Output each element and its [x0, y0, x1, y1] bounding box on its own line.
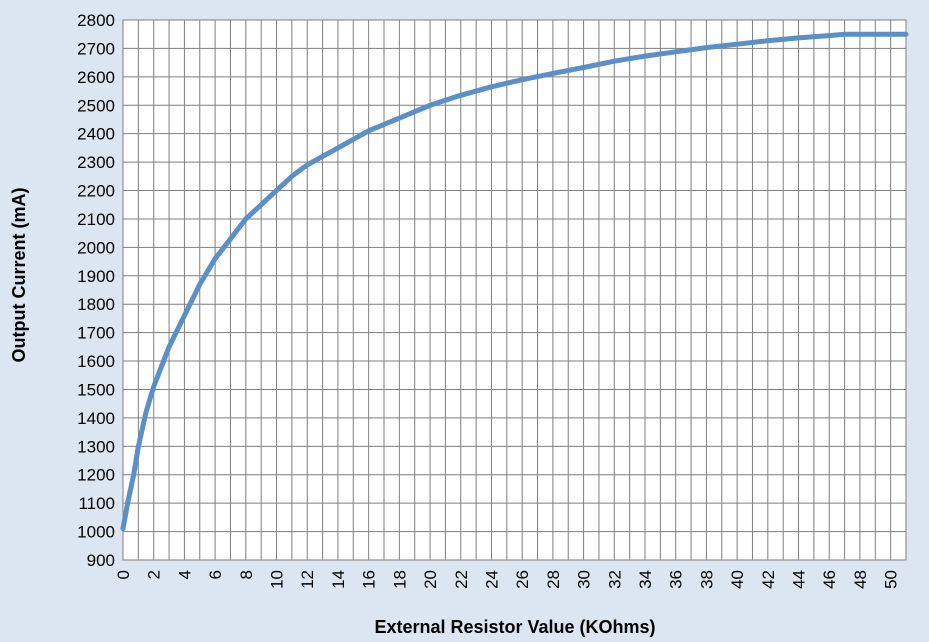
y-tick-label: 2600: [77, 68, 115, 87]
y-tick-label: 2800: [77, 11, 115, 30]
y-tick-label: 2100: [77, 210, 115, 229]
x-tick-label: 42: [759, 570, 778, 589]
y-tick-label: 2300: [77, 153, 115, 172]
x-tick-label: 38: [697, 570, 716, 589]
y-tick-label: 1300: [77, 437, 115, 456]
x-tick-label: 30: [575, 570, 594, 589]
x-tick-labels: 0 2 4 6 8 10 12 14 16 18 20 22 24 26 28 30 32 34 36 38 40 42 4…: [114, 570, 901, 589]
x-tick-label: 2: [145, 570, 164, 579]
y-tick-label: 2700: [77, 39, 115, 58]
x-tick-label: 6: [206, 570, 225, 579]
x-tick-label: 4: [175, 570, 194, 579]
x-tick-label: 8: [237, 570, 256, 579]
x-tick-label: 32: [605, 570, 624, 589]
y-tick-label: 1800: [77, 295, 115, 314]
y-tick-label: 2500: [77, 96, 115, 115]
x-tick-label: 26: [513, 570, 532, 589]
y-tick-label: 2400: [77, 125, 115, 144]
x-tick-label: 24: [482, 570, 501, 589]
y-tick-label: 1200: [77, 466, 115, 485]
y-tick-label: 1600: [77, 352, 115, 371]
x-tick-label: 12: [298, 570, 317, 589]
x-axis-title: External Resistor Value (KOhms): [374, 617, 655, 637]
x-tick-label: 34: [636, 570, 655, 589]
y-tick-label: 1400: [77, 409, 115, 428]
x-tick-label: 50: [882, 570, 901, 589]
plot-border: [122, 19, 907, 561]
y-axis-title: Output Current (mA): [9, 188, 29, 363]
x-tick-label: 20: [421, 570, 440, 589]
y-tick-label: 1900: [77, 267, 115, 286]
plot-area: [123, 20, 906, 560]
y-tick-label: 2200: [77, 182, 115, 201]
x-tick-label: 16: [360, 570, 379, 589]
x-tick-label: 36: [667, 570, 686, 589]
x-tick-label: 22: [452, 570, 471, 589]
y-tick-label: 900: [87, 551, 115, 570]
x-tick-label: 10: [268, 570, 287, 589]
gridlines: [122, 19, 907, 561]
x-tick-label: 44: [790, 570, 809, 589]
x-tick-label: 28: [544, 570, 563, 589]
x-tick-label: 48: [851, 570, 870, 589]
y-tick-labels: 900 1000 1100 1200 1300 1400 1500 1600 1700 1800 1…: [77, 11, 115, 570]
y-tick-label: 2000: [77, 238, 115, 257]
series-line: [120, 31, 909, 532]
x-tick-label: 40: [728, 570, 747, 589]
y-tick-label: 1000: [77, 523, 115, 542]
x-tick-label: 14: [329, 570, 348, 589]
x-tick-label: 46: [820, 570, 839, 589]
x-tick-label: 18: [390, 570, 409, 589]
x-tick-label: 0: [114, 570, 133, 579]
y-tick-label: 1700: [77, 324, 115, 343]
y-tick-label: 1500: [77, 380, 115, 399]
series-group: [120, 31, 909, 532]
y-tick-label: 1100: [78, 494, 115, 513]
